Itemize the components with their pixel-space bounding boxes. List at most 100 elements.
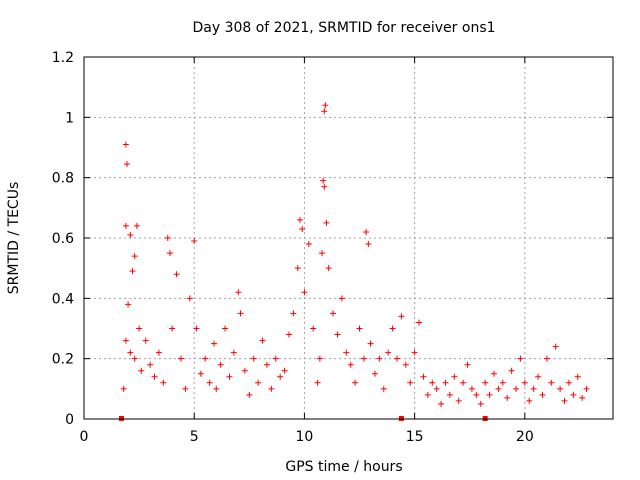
data-point xyxy=(160,379,167,386)
data-point xyxy=(297,216,304,223)
data-point xyxy=(164,235,171,241)
data-point xyxy=(320,177,327,184)
axis-ticks xyxy=(83,56,613,420)
data-point xyxy=(424,391,431,398)
data-point xyxy=(486,391,493,398)
data-point xyxy=(211,340,218,347)
data-point xyxy=(325,265,332,272)
data-point xyxy=(365,241,372,248)
data-point xyxy=(213,385,220,392)
data-point xyxy=(385,349,392,356)
data-point xyxy=(363,228,370,235)
x-axis-title: GPS time / hours xyxy=(285,459,402,475)
data-point xyxy=(338,295,345,302)
data-point xyxy=(343,349,350,356)
data-point xyxy=(433,385,440,392)
y-tick-label: 0.4 xyxy=(52,291,74,307)
data-point xyxy=(305,241,312,248)
data-point xyxy=(473,391,480,398)
x-tick-label: 5 xyxy=(190,429,199,445)
data-point xyxy=(322,102,329,109)
x-tick-label: 0 xyxy=(80,429,89,445)
data-point xyxy=(460,379,467,386)
data-point xyxy=(429,379,436,386)
data-point xyxy=(468,385,475,392)
data-point xyxy=(301,289,308,296)
chart-title: Day 308 of 2021, SRMTID for receiver ons… xyxy=(192,20,495,36)
data-points xyxy=(120,102,590,407)
grid xyxy=(84,57,613,419)
y-tick-label: 0.6 xyxy=(52,231,74,247)
data-point xyxy=(464,361,471,368)
data-point xyxy=(310,325,317,332)
data-point xyxy=(290,310,297,317)
data-point xyxy=(182,385,189,392)
data-point xyxy=(398,313,405,320)
data-point xyxy=(565,379,572,386)
x-tick-labels: 0 5 10 15 20 xyxy=(80,429,534,445)
data-point xyxy=(490,370,497,377)
y-axis-title: SRMTID / TECUs xyxy=(6,182,22,295)
data-point xyxy=(402,361,409,368)
y-tick-label: 1 xyxy=(65,110,74,126)
data-point xyxy=(155,349,162,356)
data-point xyxy=(127,349,134,356)
data-point xyxy=(259,337,266,344)
data-point xyxy=(334,331,341,338)
data-point xyxy=(438,400,445,407)
data-point xyxy=(557,385,564,392)
data-point xyxy=(272,355,279,362)
data-point xyxy=(416,319,423,326)
data-point xyxy=(255,379,262,386)
y-tick-label: 0.8 xyxy=(52,171,74,187)
data-point xyxy=(517,355,524,362)
x-tick-label: 15 xyxy=(406,429,424,445)
data-point xyxy=(299,225,306,232)
data-point xyxy=(539,391,546,398)
data-point xyxy=(151,373,158,380)
data-point xyxy=(446,391,453,398)
data-point xyxy=(197,370,204,377)
x-tick-label: 20 xyxy=(516,429,534,445)
data-point xyxy=(451,373,458,380)
data-point xyxy=(122,337,129,344)
data-point xyxy=(250,355,257,362)
x-tick-label: 10 xyxy=(296,429,314,445)
data-point xyxy=(131,355,138,362)
data-point xyxy=(508,367,515,374)
data-point xyxy=(495,385,502,392)
data-point xyxy=(319,250,326,257)
data-point xyxy=(285,331,292,338)
data-point xyxy=(420,373,427,380)
data-point xyxy=(193,325,200,332)
data-point xyxy=(206,379,213,386)
data-point xyxy=(360,355,367,362)
data-point xyxy=(521,379,528,386)
data-point xyxy=(574,373,581,380)
data-point xyxy=(138,367,145,374)
data-point xyxy=(579,394,586,401)
data-point xyxy=(376,355,383,362)
data-point xyxy=(583,385,590,392)
data-point xyxy=(136,325,143,332)
data-point xyxy=(504,394,511,401)
data-point xyxy=(477,400,484,407)
data-point xyxy=(294,265,301,272)
data-point xyxy=(535,373,542,380)
data-point xyxy=(133,222,140,229)
data-point xyxy=(330,310,337,317)
data-point xyxy=(147,361,154,368)
data-point xyxy=(127,231,134,238)
data-point xyxy=(191,238,198,245)
y-tick-labels: 0 0.2 0.4 0.6 0.8 1 1.2 xyxy=(52,50,74,428)
data-point xyxy=(177,355,184,362)
data-point xyxy=(123,161,130,168)
data-point xyxy=(552,343,559,350)
data-point xyxy=(393,355,400,362)
data-point xyxy=(321,183,328,190)
y-tick-label: 0.2 xyxy=(52,352,74,368)
data-point xyxy=(226,373,233,380)
data-point xyxy=(356,325,363,332)
data-point xyxy=(499,379,506,386)
